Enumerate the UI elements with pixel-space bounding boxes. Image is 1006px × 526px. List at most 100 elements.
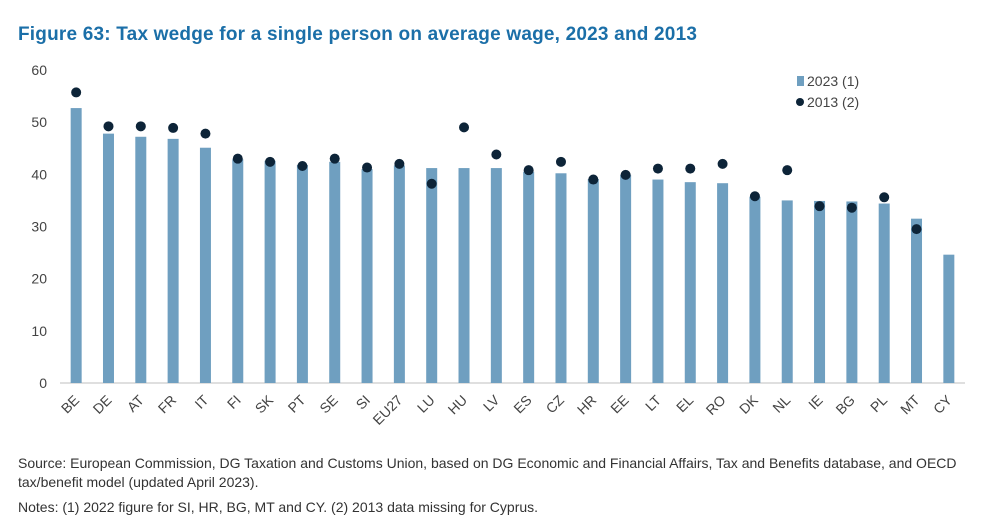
x-tick-label: FI: [224, 392, 244, 412]
footnotes: Notes: (1) 2022 figure for SI, HR, BG, M…: [18, 499, 539, 515]
dot-pt: [297, 160, 308, 171]
x-tick-label: SE: [316, 392, 341, 417]
y-tick-label: 50: [31, 114, 47, 130]
x-tick-label: FR: [155, 392, 180, 417]
dot-be: [71, 87, 82, 98]
source-note: Source: European Commission, DG Taxation…: [18, 455, 957, 490]
bar-lt: [652, 179, 664, 383]
dot-hr: [588, 174, 599, 185]
dot-at: [135, 121, 146, 132]
x-tick-label: IT: [191, 391, 211, 411]
bar-hu: [458, 168, 470, 383]
bar-se: [329, 161, 341, 383]
dot-lu: [426, 178, 437, 189]
dot-de: [103, 121, 114, 132]
legend-swatch-2013: [796, 98, 804, 106]
dot-lt: [652, 163, 663, 174]
bar-pt: [296, 164, 308, 383]
bar-ro: [717, 183, 729, 383]
bar-pl: [878, 203, 890, 383]
dot-eu27: [394, 158, 405, 169]
dot-pl: [879, 192, 890, 203]
bar-cz: [555, 173, 567, 383]
x-tick-label: PL: [867, 392, 891, 416]
x-tick-label: HR: [574, 392, 600, 418]
dot-si: [362, 162, 373, 173]
dot-it: [200, 128, 211, 139]
y-axis: 0 10 20 30 40 50 60: [31, 62, 47, 391]
x-tick-label: EE: [607, 392, 632, 417]
legend-label-2013: 2013 (2): [807, 94, 859, 110]
x-tick-label: BE: [58, 392, 83, 417]
y-tick-label: 30: [31, 219, 47, 235]
dot-ro: [717, 158, 728, 169]
bar-nl: [781, 200, 793, 383]
bar-mt: [911, 218, 923, 383]
x-tick-label: LV: [480, 391, 503, 414]
y-tick-label: 10: [31, 323, 47, 339]
x-tick-label: HU: [445, 392, 471, 418]
bar-es: [523, 171, 535, 383]
x-tick-label: ES: [510, 392, 535, 417]
x-tick-label: SI: [353, 392, 374, 413]
y-tick-label: 60: [31, 62, 47, 78]
bar-dk: [749, 196, 761, 383]
x-tick-label: NL: [769, 392, 793, 416]
dot-es: [523, 165, 534, 176]
x-tick-label: DK: [736, 391, 762, 417]
legend-label-2023: 2023 (1): [807, 73, 859, 89]
y-tick-label: 40: [31, 166, 47, 182]
dot-dk: [749, 191, 760, 202]
dot-cz: [555, 156, 566, 167]
bar-be: [70, 108, 82, 383]
bar-el: [684, 182, 696, 383]
x-tick-label: SK: [252, 391, 277, 416]
dot-ee: [620, 169, 631, 180]
dot-el: [685, 163, 696, 174]
dot-hu: [459, 122, 470, 133]
bar-lu: [426, 168, 438, 383]
dot-series-2013: [71, 87, 922, 235]
bar-ie: [814, 200, 826, 383]
dot-bg: [846, 202, 857, 213]
bar-fr: [167, 138, 179, 383]
dot-se: [329, 153, 340, 164]
x-tick-label: CY: [930, 391, 956, 417]
legend-swatch-2023: [797, 76, 804, 86]
bar-eu27: [393, 165, 405, 383]
x-tick-label: BG: [832, 392, 858, 418]
dot-mt: [911, 224, 922, 235]
dot-lv: [491, 149, 502, 160]
bar-de: [102, 133, 114, 383]
x-tick-label: CZ: [543, 391, 568, 416]
bar-sk: [264, 160, 276, 383]
bar-ee: [620, 174, 632, 383]
dot-nl: [782, 165, 793, 176]
x-tick-label: DE: [90, 392, 115, 417]
x-tick-label: IE: [805, 392, 826, 413]
legend: 2023 (1) 2013 (2): [796, 73, 859, 110]
chart-title: Figure 63: Tax wedge for a single person…: [18, 24, 698, 45]
bar-bg: [846, 201, 858, 383]
bar-it: [199, 147, 211, 383]
y-tick-label: 20: [31, 271, 47, 287]
y-tick-label: 0: [39, 375, 47, 391]
x-tick-label: MT: [897, 391, 923, 417]
x-tick-label: LT: [642, 392, 664, 414]
bar-at: [135, 136, 147, 383]
x-tick-label: AT: [124, 391, 148, 415]
x-tick-label: PT: [285, 391, 309, 415]
dot-fr: [168, 122, 179, 133]
dot-sk: [265, 156, 276, 167]
x-tick-label: EU27: [369, 392, 405, 428]
bar-lv: [490, 168, 502, 383]
dot-fi: [232, 153, 243, 164]
x-tick-label: RO: [703, 392, 729, 418]
bar-series-2023: [70, 108, 955, 383]
bar-cy: [943, 254, 955, 383]
bar-hr: [587, 179, 599, 383]
x-tick-label: EL: [673, 392, 697, 416]
x-tick-label: LU: [414, 392, 438, 416]
